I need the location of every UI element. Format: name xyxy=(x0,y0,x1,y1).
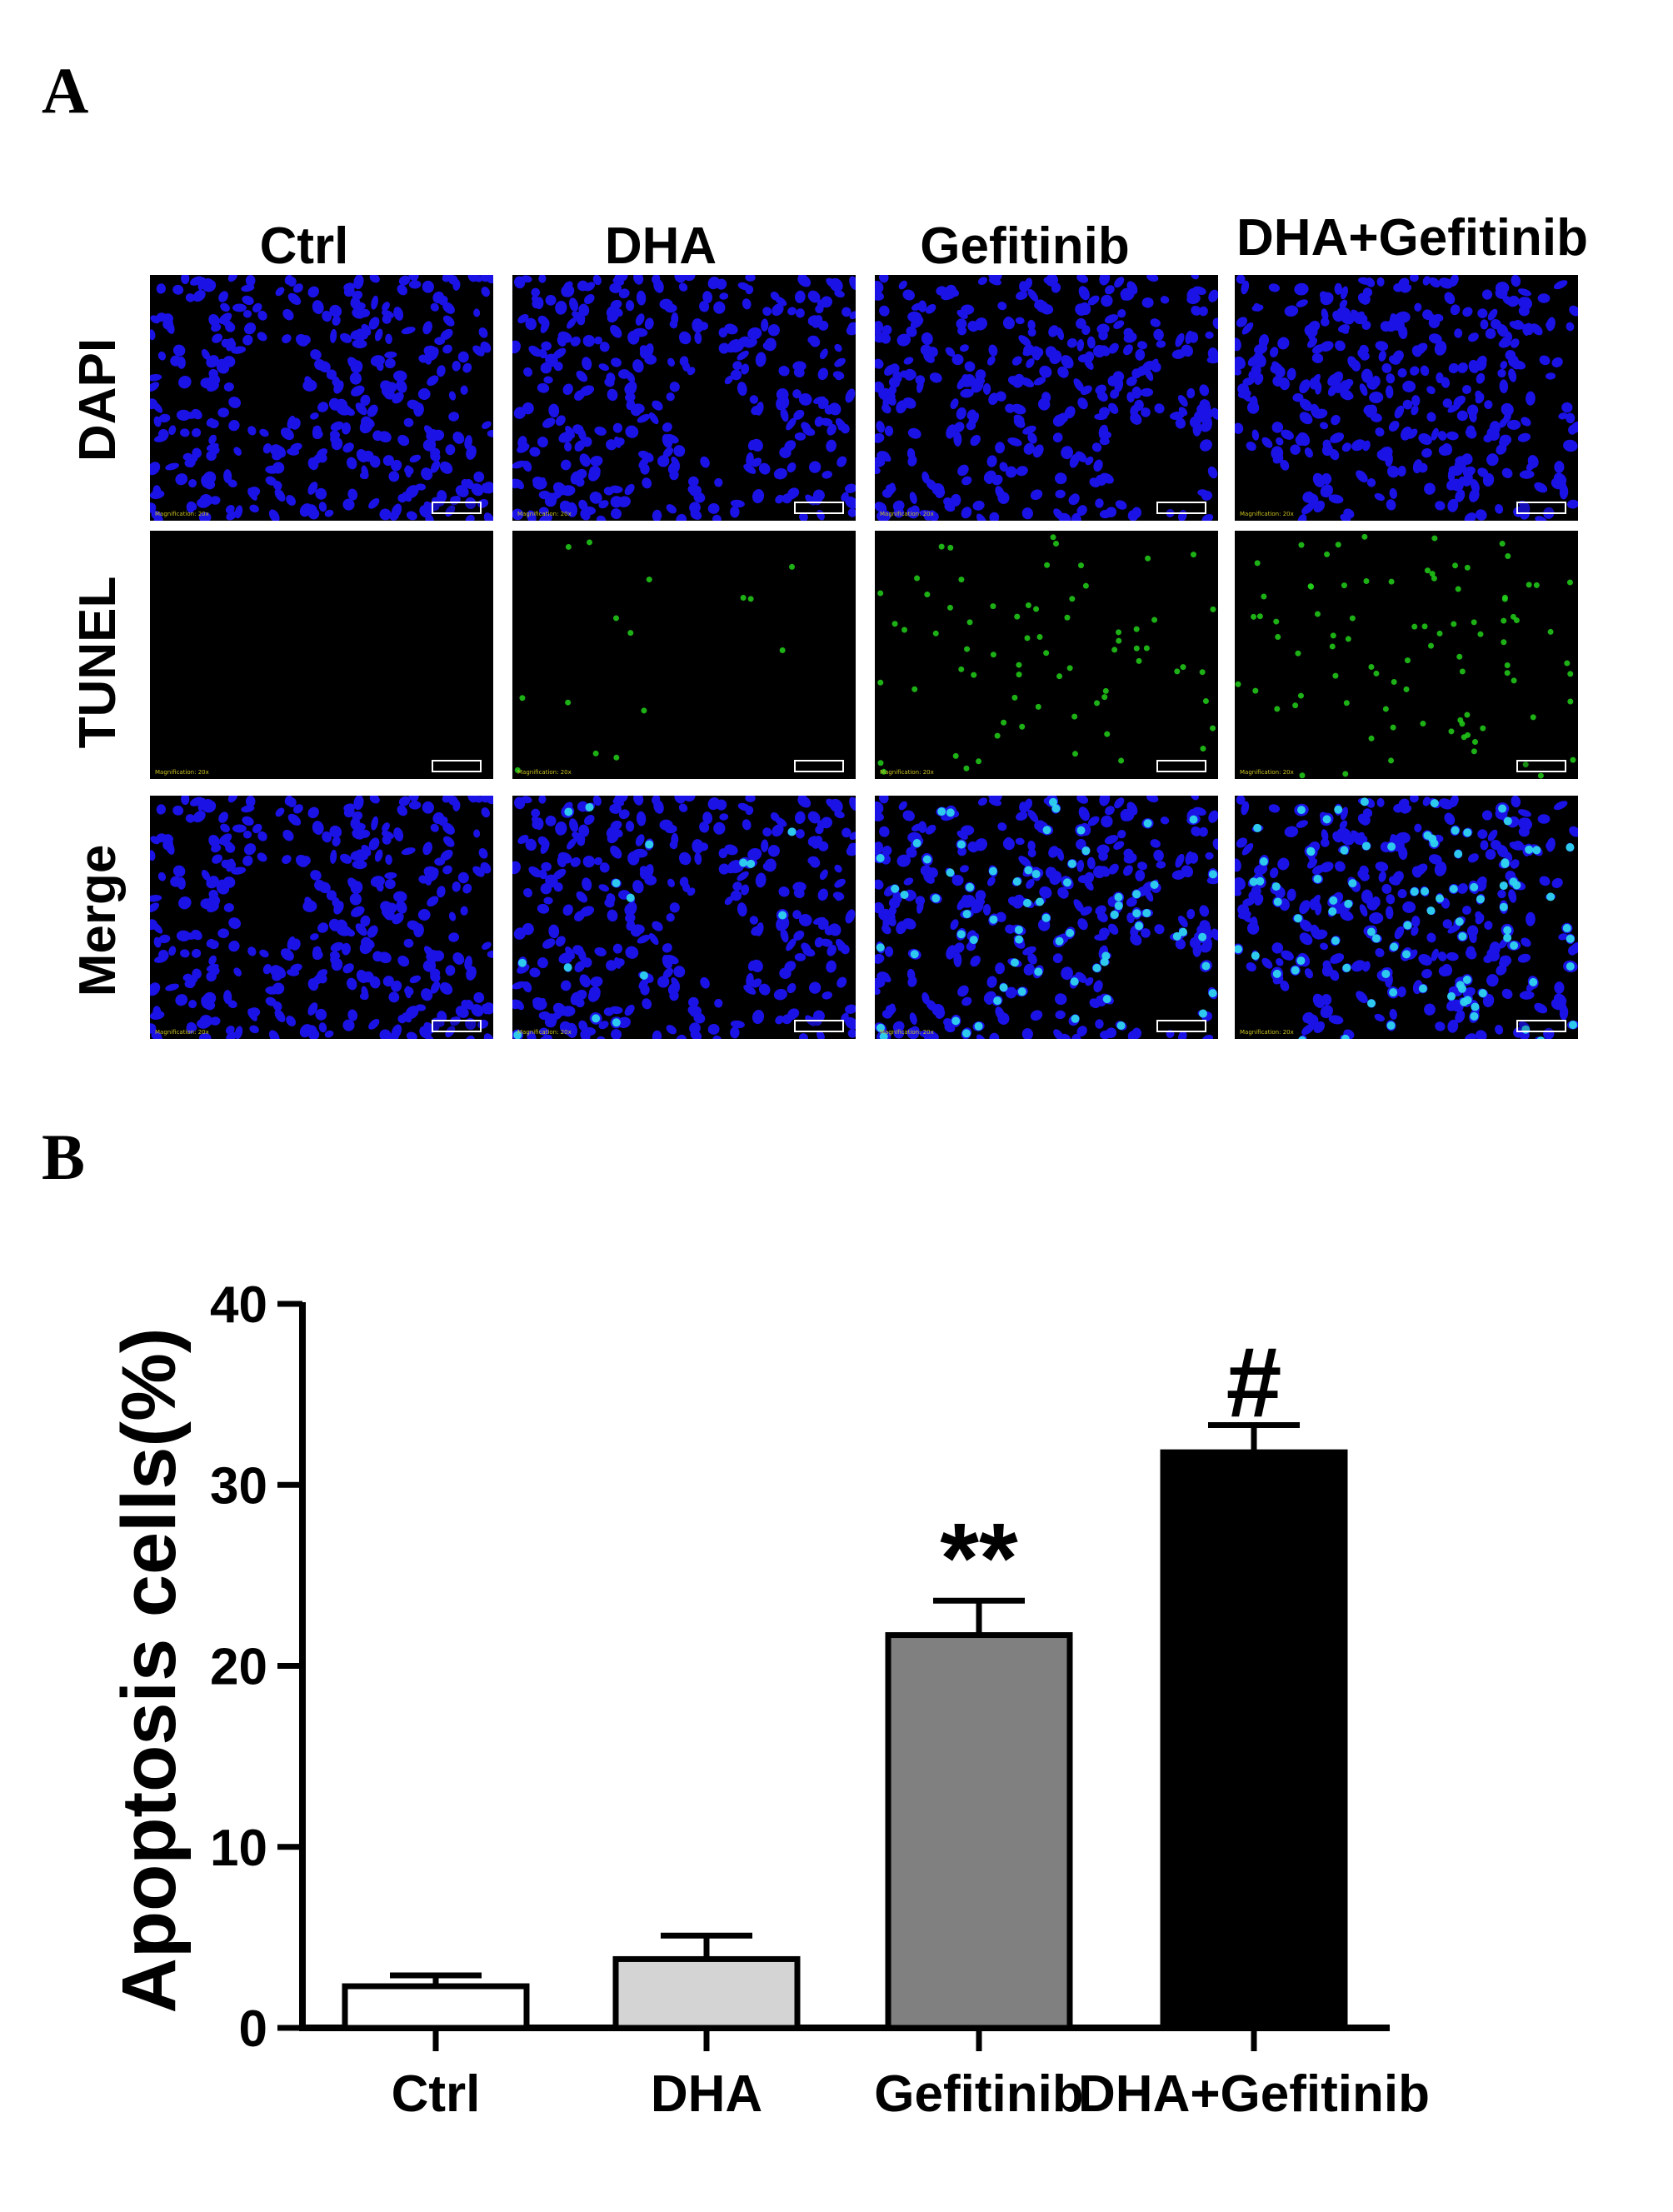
x-tick-label: DHA+Gefitinib xyxy=(1078,2065,1430,2123)
bar-ctrl xyxy=(342,1983,530,2031)
panel-a-letter: A xyxy=(42,54,89,127)
micrograph-dapi-ctrl: Magnification: 20x xyxy=(150,275,493,521)
column-label-dha: DHA xyxy=(604,217,717,275)
scale-bar xyxy=(1516,760,1566,772)
magnification-label: Magnification: 20x xyxy=(517,511,572,517)
magnification-label: Magnification: 20x xyxy=(155,769,209,776)
magnification-label: Magnification: 20x xyxy=(880,769,934,776)
magnification-label: Magnification: 20x xyxy=(155,511,209,517)
y-tick-label: 0 xyxy=(239,2000,267,2058)
panel-b-letter: B xyxy=(42,1121,86,1193)
bar-dha-gefitinib xyxy=(1160,1449,1348,2031)
magnification-label: Magnification: 20x xyxy=(517,1029,572,1036)
magnification-label: Magnification: 20x xyxy=(880,511,934,517)
y-tick-label: 40 xyxy=(210,1276,267,1334)
magnification-label: Magnification: 20x xyxy=(1240,1029,1294,1036)
micrograph-merge-dha-gefitinib: Magnification: 20x xyxy=(1235,796,1578,1039)
micrograph-tunel-dha: Magnification: 20x xyxy=(512,531,856,779)
micrograph-merge-dha: Magnification: 20x xyxy=(512,796,856,1039)
x-tick-label: DHA xyxy=(651,2065,762,2123)
y-tick-label: 20 xyxy=(210,1639,267,1696)
scale-bar xyxy=(1516,1020,1566,1032)
bar-dha xyxy=(612,1955,801,2031)
scale-bar xyxy=(1156,1020,1206,1032)
micrograph-merge-ctrl: Magnification: 20x xyxy=(150,796,493,1039)
magnification-label: Magnification: 20x xyxy=(1240,769,1294,776)
column-label-gefitinib: Gefitinib xyxy=(920,217,1130,275)
scale-bar xyxy=(432,502,482,514)
magnification-label: Magnification: 20x xyxy=(880,1029,934,1036)
magnification-label: Magnification: 20x xyxy=(1240,511,1294,517)
bar-gefitinib xyxy=(885,1632,1073,2031)
micrograph-dapi-gefitinib: Magnification: 20x xyxy=(875,275,1218,521)
x-tick-label: Ctrl xyxy=(392,2065,481,2123)
significance-annotation: # xyxy=(1226,1327,1282,1439)
micrograph-merge-gefitinib: Magnification: 20x xyxy=(875,796,1218,1039)
column-label-dha-gefitinib: DHA+Gefitinib xyxy=(1236,209,1588,267)
magnification-label: Magnification: 20x xyxy=(155,1029,209,1036)
micrograph-dapi-dha-gefitinib: Magnification: 20x xyxy=(1235,275,1578,521)
x-tick-label: Gefitinib xyxy=(874,2065,1083,2123)
micrograph-tunel-dha-gefitinib: Magnification: 20x xyxy=(1235,531,1578,779)
significance-annotation: ** xyxy=(940,1502,1018,1614)
scale-bar xyxy=(794,760,844,772)
micrograph-dapi-dha: Magnification: 20x xyxy=(512,275,856,521)
magnification-label: Magnification: 20x xyxy=(517,769,572,776)
y-tick-label: 10 xyxy=(210,1820,267,1877)
micrograph-tunel-ctrl: Magnification: 20x xyxy=(150,531,493,779)
scale-bar xyxy=(432,760,482,772)
scale-bar xyxy=(1156,760,1206,772)
scale-bar xyxy=(432,1020,482,1032)
y-axis-label: Apoptosis cells(%) xyxy=(107,1327,192,2013)
scale-bar xyxy=(1156,502,1206,514)
micrograph-tunel-gefitinib: Magnification: 20x xyxy=(875,531,1218,779)
column-label-ctrl: Ctrl xyxy=(259,217,349,275)
y-tick-label: 30 xyxy=(210,1457,267,1515)
scale-bar xyxy=(1516,502,1566,514)
scale-bar xyxy=(794,502,844,514)
scale-bar xyxy=(794,1020,844,1032)
